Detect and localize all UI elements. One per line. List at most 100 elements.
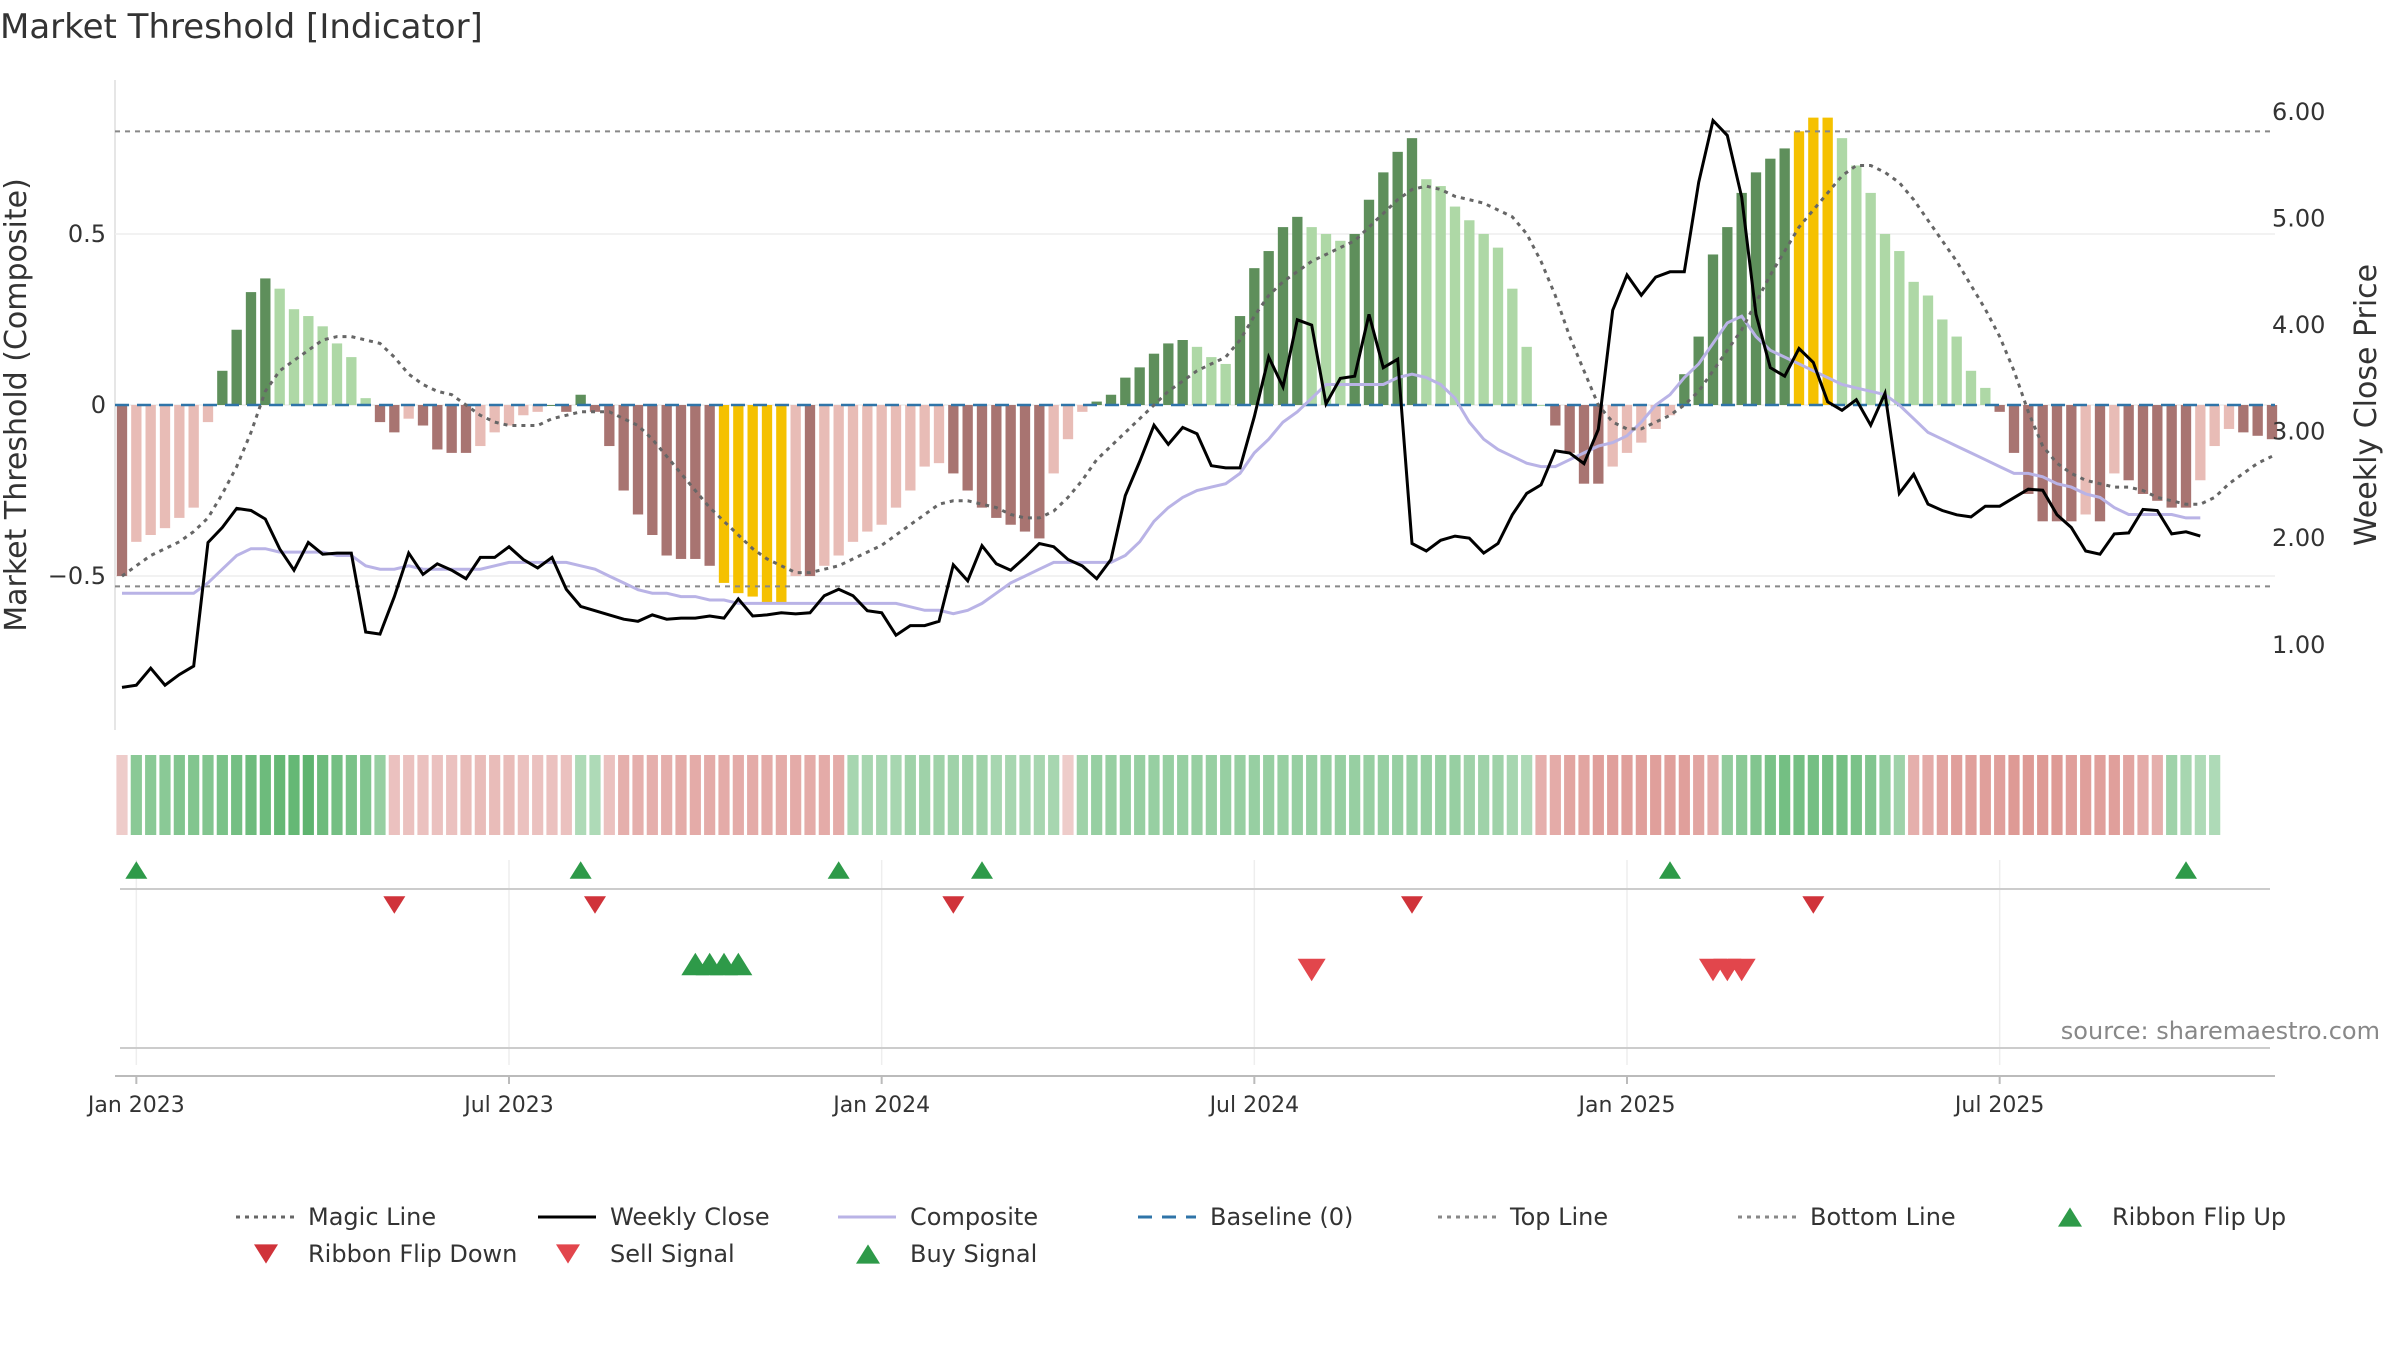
- ribbon-cell: [2094, 755, 2106, 835]
- ribbon-cell: [317, 755, 329, 835]
- x-tick-label: Jan 2024: [831, 1093, 930, 1118]
- legend-label: Sell Signal: [610, 1240, 735, 1268]
- ribbon-cell: [2166, 755, 2178, 835]
- ribbon-cell: [1449, 755, 1461, 835]
- histogram-bar: [1593, 405, 1604, 484]
- histogram-bar: [303, 316, 314, 405]
- histogram-bar: [862, 405, 873, 532]
- ribbon-cell: [474, 755, 486, 835]
- ribbon-cell: [675, 755, 687, 835]
- ribbon-flip-down-marker: [1802, 896, 1825, 914]
- ribbon-cell: [1922, 755, 1934, 835]
- histogram-bar: [1363, 199, 1375, 405]
- ribbon-cell: [704, 755, 716, 835]
- ribbon-cell: [231, 755, 243, 835]
- histogram-bar: [116, 405, 128, 577]
- ribbon-cell: [1263, 755, 1275, 835]
- histogram-bar: [231, 329, 242, 405]
- sell-signal-marker: [1297, 958, 1326, 982]
- ribbon-cell: [661, 755, 673, 835]
- ribbon-cell: [274, 755, 286, 835]
- histogram-bar: [1879, 233, 1891, 405]
- ribbon-cell: [747, 755, 759, 835]
- histogram-bar: [575, 394, 586, 405]
- ribbon-cell: [1478, 755, 1490, 835]
- histogram-bar: [489, 405, 500, 433]
- ribbon-cell: [2180, 755, 2192, 835]
- histogram-bar: [1894, 251, 1905, 405]
- ribbon-cell: [374, 755, 386, 835]
- ribbon-cell: [1836, 755, 1848, 835]
- histogram-bar: [2209, 405, 2220, 447]
- right-axis-label: Weekly Close Price: [2349, 264, 2384, 546]
- histogram-bar: [1478, 233, 1489, 405]
- ribbon-cell: [360, 755, 372, 835]
- legend-item: Weekly Close: [538, 1203, 770, 1231]
- histogram-bar: [2066, 405, 2077, 522]
- ribbon-flip-up-marker: [971, 861, 993, 879]
- histogram-bar: [2123, 405, 2134, 481]
- ribbon-cell: [646, 755, 658, 835]
- histogram-bar: [1922, 295, 1934, 405]
- ribbon-cell: [1908, 755, 1920, 835]
- histogram-bar: [1521, 346, 1532, 405]
- ribbon-cell: [589, 755, 601, 835]
- histogram-bar: [876, 405, 887, 525]
- legend-item: Composite: [838, 1203, 1038, 1231]
- histogram-bar: [991, 405, 1002, 518]
- histogram-bar: [2109, 405, 2120, 474]
- histogram-bar: [360, 398, 371, 405]
- ribbon-cell: [1994, 755, 2006, 835]
- legend-label: Composite: [910, 1203, 1038, 1231]
- ribbon-cell: [919, 755, 931, 835]
- ribbon-cell: [1893, 755, 1905, 835]
- ribbon-cell: [1807, 755, 1819, 835]
- legend-item: Baseline (0): [1138, 1203, 1353, 1231]
- ribbon-cell: [403, 755, 415, 835]
- right-tick-label: 3.00: [2272, 418, 2325, 446]
- legend-swatch: [2058, 1207, 2082, 1227]
- histogram-bar: [217, 370, 228, 405]
- histogram-bar: [661, 405, 672, 556]
- histogram-bar: [159, 405, 171, 529]
- histogram-bar: [1177, 340, 1188, 405]
- ribbon-cell: [431, 755, 443, 835]
- ribbon-cell: [1234, 755, 1246, 835]
- left-tick-label: 0.5: [68, 220, 106, 248]
- ribbon-cell: [1091, 755, 1103, 835]
- ribbon-cell: [1764, 755, 1776, 835]
- histogram-bar: [819, 405, 830, 566]
- ribbon-cell: [761, 755, 773, 835]
- histogram-bar: [1048, 405, 1059, 474]
- legend-item: Top Line: [1438, 1203, 1608, 1231]
- ribbon-cell: [1979, 755, 1991, 835]
- histogram-bar: [2023, 405, 2034, 494]
- ribbon-cell: [245, 755, 257, 835]
- histogram-bar: [1994, 405, 2005, 412]
- histogram-bar: [1650, 405, 1661, 429]
- histogram-bar: [718, 405, 730, 583]
- right-axis-ticks: 6.00 5.00 4.00 3.00 2.00 1.00: [2272, 98, 2325, 659]
- ribbon-flip-down-markers: [383, 896, 1825, 914]
- histogram-bar: [933, 405, 945, 464]
- ribbon-cell: [202, 755, 214, 835]
- ribbon-flip-up-marker: [827, 861, 850, 879]
- histogram-bar: [1005, 405, 1016, 525]
- histogram-bar: [747, 405, 758, 597]
- histogram-bar: [1306, 227, 1317, 405]
- legend: Magic Line Weekly Close Composite Baseline …: [236, 1203, 2286, 1268]
- ribbon-cell: [947, 755, 959, 835]
- histogram-bar: [532, 405, 543, 412]
- ribbon-cell: [1865, 755, 1877, 835]
- source-note: source: sharemaestro.com: [2061, 1017, 2380, 1045]
- histogram-bar: [2180, 405, 2192, 508]
- ribbon-cell: [489, 755, 501, 835]
- histogram-bar: [1765, 158, 1776, 405]
- ribbon-cell: [1392, 755, 1404, 835]
- legend-item: Sell Signal: [556, 1240, 735, 1268]
- signal-panel: source: sharemaestro.com: [115, 860, 2380, 1077]
- ribbon-cell: [603, 755, 615, 835]
- weekly-close-line: [121, 117, 2201, 689]
- histogram-bar: [1507, 288, 1518, 405]
- histogram-bar: [389, 405, 400, 433]
